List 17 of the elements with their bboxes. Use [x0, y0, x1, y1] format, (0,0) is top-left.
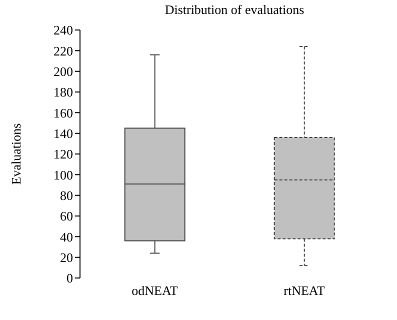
y-axis-title: Evaluations [8, 123, 24, 185]
y-tick-label: 160 [54, 105, 73, 120]
y-tick-label: 180 [54, 84, 73, 100]
y-tick-label: 240 [54, 22, 73, 38]
y-tick-label: 100 [54, 167, 73, 182]
y-tick-label: 200 [54, 64, 73, 79]
y-tick-label: 40 [60, 229, 73, 244]
y-tick-label: 0 [66, 270, 73, 286]
y-tick-label: 20 [60, 250, 73, 265]
x-tick-label: odNEAT [132, 283, 178, 298]
y-tick-label: 140 [54, 126, 73, 141]
y-tick-label: 220 [54, 43, 73, 58]
x-tick-label: rtNEAT [284, 283, 325, 298]
y-tick-label: 60 [60, 208, 73, 224]
y-tick-label: 120 [54, 146, 73, 162]
y-tick-label: 80 [60, 188, 73, 203]
chart-title: Distribution of evaluations [164, 2, 306, 18]
